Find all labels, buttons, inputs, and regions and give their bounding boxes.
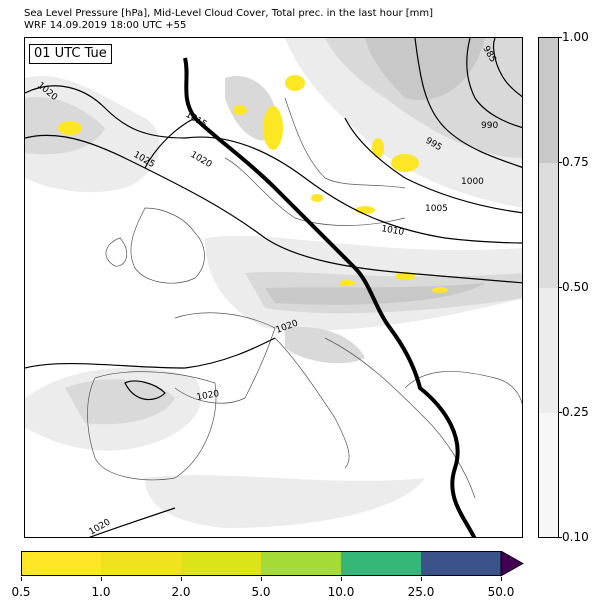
- colorbar-segment: [539, 163, 558, 288]
- colorbar-tick-label: 0.25: [562, 405, 589, 419]
- run-info: WRF 14.09.2019 18:00 UTC +55: [24, 20, 187, 31]
- svg-text:1005: 1005: [425, 204, 448, 214]
- colorbar-tick-label: 0.75: [562, 155, 589, 169]
- colorbar-tick-label: 50.0: [487, 585, 515, 599]
- map-canvas: 1020 1015 1020 1025 985 990 995 1000 100…: [25, 38, 522, 537]
- colorbar-tick-label: 10.0: [327, 585, 355, 599]
- colorbar-tick-label: 1.0: [91, 585, 111, 599]
- precip-colorbar: [21, 551, 524, 577]
- isobars: [25, 38, 522, 537]
- map-panel: 1020 1015 1020 1025 985 990 995 1000 100…: [24, 37, 523, 538]
- colorbar-tick-label: 25.0: [407, 585, 435, 599]
- chart-title: Sea Level Pressure [hPa], Mid-Level Clou…: [24, 8, 434, 19]
- colorbar-tick-label: 1.00: [562, 30, 589, 44]
- svg-text:1015: 1015: [184, 110, 209, 130]
- cloud-cover-layer: [25, 38, 522, 528]
- svg-text:1020: 1020: [189, 150, 214, 170]
- colorbar-segment: [539, 38, 558, 163]
- svg-text:1020: 1020: [196, 389, 221, 403]
- svg-text:1020: 1020: [88, 517, 113, 537]
- cloud-cover-colorbar: [538, 37, 559, 538]
- colorbar-segment: [539, 413, 558, 537]
- svg-text:1000: 1000: [461, 177, 484, 187]
- colorbar-tick-label: 0.5: [11, 585, 31, 599]
- colorbar-segment: [539, 288, 558, 413]
- coastlines: [87, 97, 522, 499]
- colorbar-tick-label: 0.10: [562, 530, 589, 544]
- precipitation-layer: [58, 75, 448, 293]
- colorbar-tick-label: 2.0: [171, 585, 191, 599]
- svg-text:1010: 1010: [380, 224, 405, 238]
- time-label: 01 UTC Tue: [29, 44, 112, 64]
- colorbar-tick-label: 0.50: [562, 280, 589, 294]
- front-line: [183, 57, 477, 537]
- colorbar-tick-label: 5.0: [251, 585, 271, 599]
- svg-text:990: 990: [481, 121, 498, 131]
